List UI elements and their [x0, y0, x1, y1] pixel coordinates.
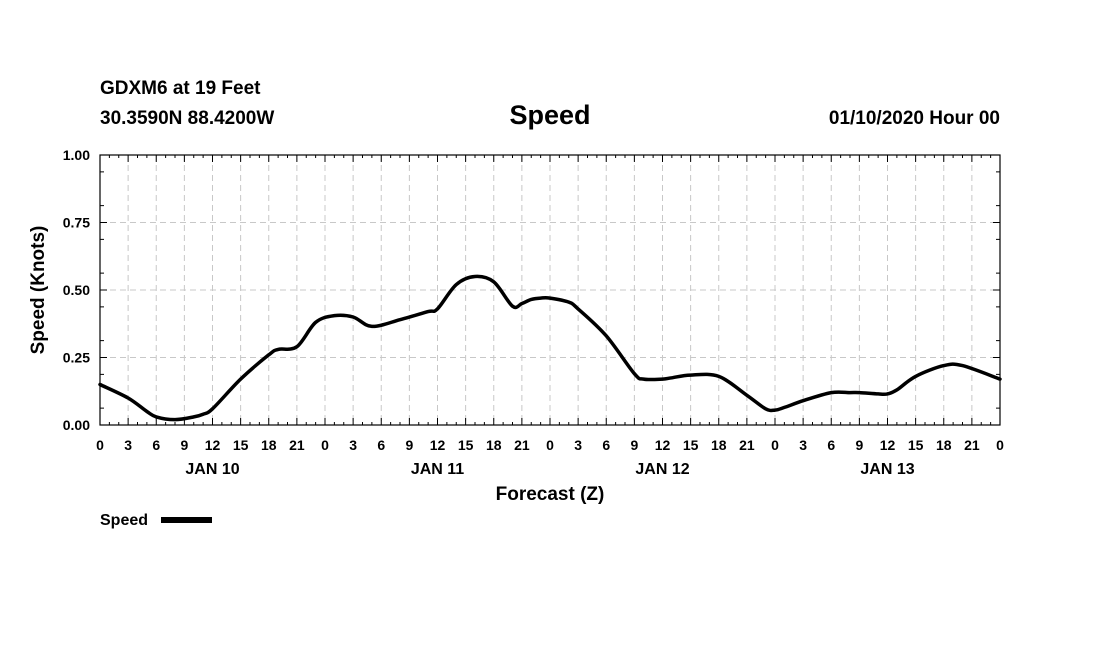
forecast-datetime: 01/10/2020 Hour 00 — [829, 108, 1000, 129]
x-tick-label: 0 — [96, 437, 104, 453]
x-tick-label: 15 — [683, 437, 699, 453]
x-axis-label: Forecast (Z) — [496, 484, 605, 505]
day-label: JAN 10 — [185, 461, 239, 478]
y-tick-label: 1.00 — [63, 147, 90, 163]
x-tick-label: 12 — [880, 437, 896, 453]
legend: Speed — [100, 512, 212, 529]
x-tick-label: 3 — [799, 437, 807, 453]
grid — [100, 155, 1000, 425]
x-tick-label: 18 — [486, 437, 502, 453]
x-tick-label: 15 — [458, 437, 474, 453]
x-tick-labels: 0 3 6 9 12 15 18 21 0 3 6 9 12 15 18 21 0 3 6 9 12 15 18 21 0 3 6 9… — [96, 437, 1004, 453]
x-tick-label: 12 — [430, 437, 446, 453]
chart-title: Speed — [509, 100, 590, 130]
x-tick-label: 9 — [180, 437, 188, 453]
y-tick-label: 0.00 — [63, 417, 90, 433]
x-tick-label: 3 — [574, 437, 582, 453]
x-tick-label: 21 — [289, 437, 305, 453]
x-tick-label: 15 — [908, 437, 924, 453]
x-tick-label: 6 — [152, 437, 160, 453]
location-label: 30.3590N 88.4200W — [100, 108, 274, 129]
x-tick-label: 3 — [124, 437, 132, 453]
x-tick-label: 6 — [602, 437, 610, 453]
x-tick-label: 9 — [405, 437, 413, 453]
x-tick-label: 21 — [739, 437, 755, 453]
x-tick-label: 0 — [321, 437, 329, 453]
x-tick-label: 18 — [261, 437, 277, 453]
x-tick-label: 12 — [205, 437, 221, 453]
x-tick-label: 18 — [936, 437, 952, 453]
series-line-speed — [98, 274, 1002, 422]
y-tick-label: 0.25 — [63, 350, 90, 366]
day-labels: JAN 10 JAN 11 JAN 12 JAN 13 — [185, 461, 914, 478]
x-tick-label: 6 — [377, 437, 385, 453]
y-axis-label: Speed (Knots) — [28, 226, 49, 355]
x-tick-label: 9 — [630, 437, 638, 453]
y-tick-label: 0.50 — [63, 282, 90, 298]
series-lines — [98, 274, 1002, 422]
legend-swatch — [161, 517, 212, 523]
x-tick-label: 21 — [964, 437, 980, 453]
axes — [99, 154, 1001, 426]
station-label: GDXM6 at 19 Feet — [100, 78, 261, 99]
day-label: JAN 12 — [635, 461, 689, 478]
x-tick-label: 9 — [855, 437, 863, 453]
x-tick-label: 15 — [233, 437, 249, 453]
x-tick-label: 0 — [996, 437, 1004, 453]
day-label: JAN 13 — [860, 461, 914, 478]
x-tick-label: 18 — [711, 437, 727, 453]
y-tick-label: 0.75 — [63, 215, 90, 231]
legend-label: Speed — [100, 512, 148, 529]
y-tick-labels: 0.00 0.25 0.50 0.75 1.00 — [63, 147, 90, 433]
x-tick-label: 0 — [546, 437, 554, 453]
plot-frame — [99, 154, 1001, 426]
x-tick-label: 3 — [349, 437, 357, 453]
x-tick-label: 12 — [655, 437, 671, 453]
day-label: JAN 11 — [411, 461, 464, 478]
x-tick-label: 6 — [827, 437, 835, 453]
x-tick-label: 0 — [771, 437, 779, 453]
x-tick-label: 21 — [514, 437, 530, 453]
